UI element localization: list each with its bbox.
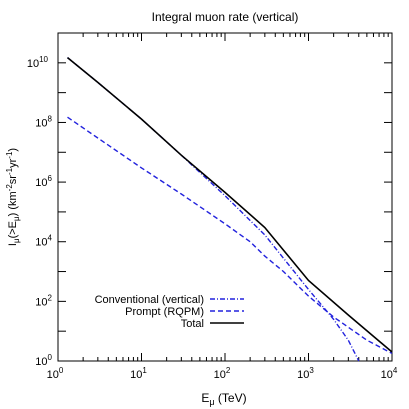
y-tick-label: 1010 bbox=[27, 55, 49, 70]
y-tick-label: 100 bbox=[35, 353, 52, 368]
series-line-2 bbox=[66, 56, 393, 353]
x-tick-label: 102 bbox=[214, 366, 231, 381]
x-tick-label: 100 bbox=[47, 366, 64, 381]
y-tick-label: 106 bbox=[35, 174, 52, 189]
x-tick-label: 104 bbox=[381, 366, 398, 381]
x-axis-label: Eμ (TeV) bbox=[201, 391, 246, 407]
x-tick-label: 101 bbox=[130, 366, 147, 381]
legend-label-1: Prompt (RQPM) bbox=[125, 306, 204, 318]
chart-title: Integral muon rate (vertical) bbox=[152, 10, 299, 24]
y-tick-label: 102 bbox=[35, 293, 52, 308]
plot-frame bbox=[57, 32, 393, 362]
plot-area-border bbox=[57, 32, 393, 362]
y-tick-label: 104 bbox=[35, 234, 52, 249]
series-line-0 bbox=[67, 57, 360, 362]
legend-label-0: Conventional (vertical) bbox=[95, 294, 204, 306]
series-line-1 bbox=[67, 116, 393, 355]
y-axis-label: Iμ(>Eμ) (km-2sr-1yr-1) bbox=[5, 148, 21, 246]
series-layer bbox=[66, 56, 393, 362]
axis-ticks bbox=[57, 32, 393, 362]
axis-tick-labels: 100 101 102 103 104 100 102 104 106 108 1010 bbox=[27, 55, 398, 381]
y-tick-label: 108 bbox=[35, 114, 52, 129]
legend: Conventional (vertical)Prompt (RQPM)Tota… bbox=[95, 294, 244, 330]
legend-label-2: Total bbox=[181, 318, 204, 330]
x-tick-label: 103 bbox=[297, 366, 314, 381]
